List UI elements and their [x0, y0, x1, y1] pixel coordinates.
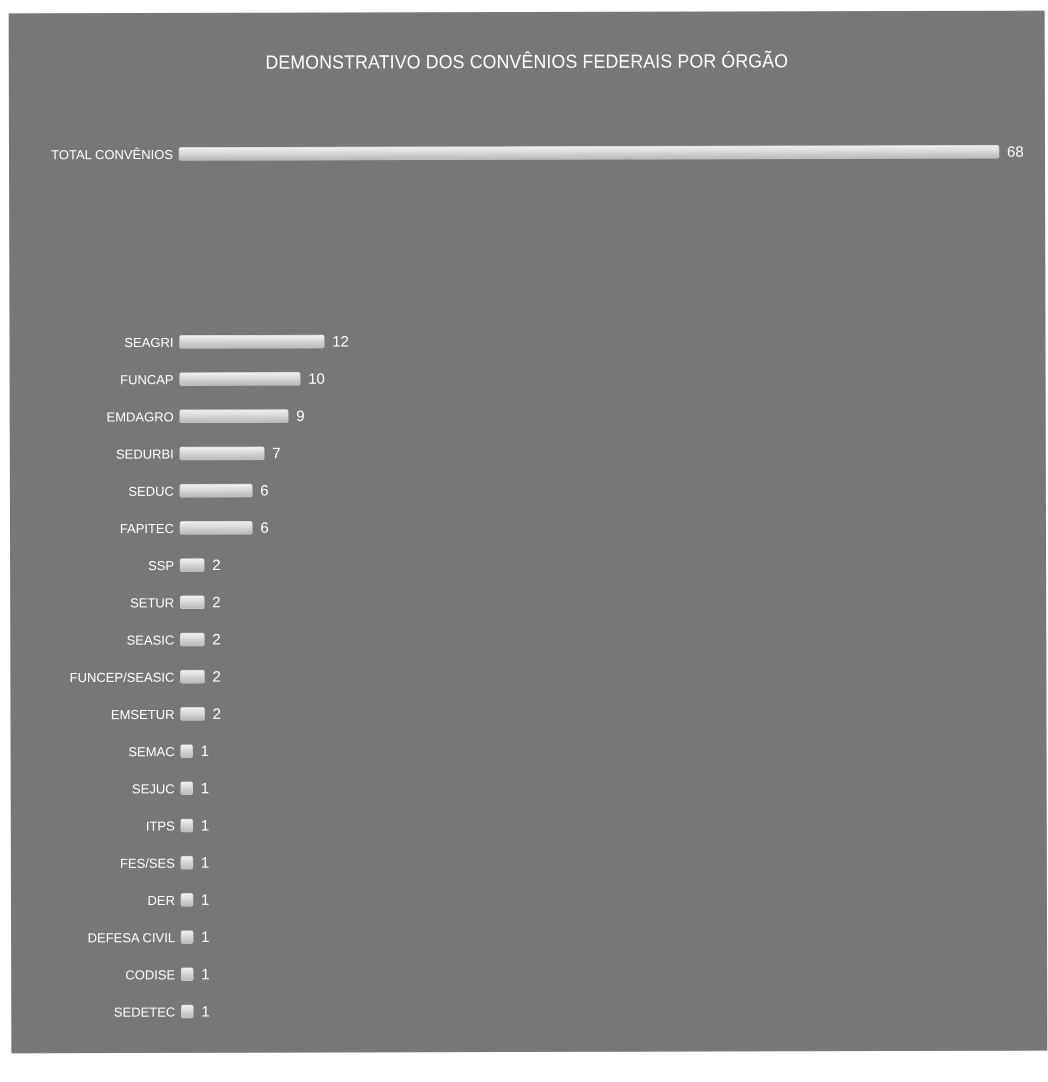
category-label: ITPS: [146, 819, 175, 834]
value-label: 10: [308, 371, 325, 388]
bar: [180, 855, 194, 870]
bar: [179, 372, 301, 386]
category-label: EMDAGRO: [107, 409, 174, 424]
value-label: 12: [332, 333, 349, 350]
bar: [180, 930, 194, 944]
category-label: FAPITEC: [120, 521, 174, 536]
bar: [180, 781, 193, 796]
category-label: DER: [147, 893, 174, 908]
value-label: 1: [201, 855, 209, 872]
bar: [179, 446, 265, 461]
value-label: 6: [260, 520, 268, 537]
value-label: 2: [212, 557, 220, 574]
bar: [180, 967, 194, 982]
bar: [180, 818, 194, 833]
bar: [179, 409, 289, 424]
value-label: 2: [212, 669, 220, 686]
value-label: 1: [201, 892, 209, 909]
value-label: 1: [201, 966, 209, 983]
value-label: 2: [213, 706, 221, 723]
category-label: DEFESA CIVIL: [88, 930, 175, 945]
value-label: 2: [212, 631, 220, 648]
category-label: FUNCEP/SEASIC: [70, 670, 175, 685]
value-label: 7: [272, 445, 280, 462]
category-label: FUNCAP: [120, 372, 173, 387]
bar: [180, 1004, 194, 1019]
bar: [180, 707, 205, 721]
category-label: SEDURBI: [116, 447, 174, 462]
category-label: SEAGRI: [124, 335, 173, 350]
chart-panel: DEMONSTRATIVO DOS CONVÊNIOS FEDERAIS POR…: [8, 10, 1048, 1054]
value-label: 1: [201, 1003, 209, 1020]
category-label: SEDETEC: [114, 1005, 175, 1020]
value-label: 9: [296, 408, 304, 425]
value-label: 1: [201, 780, 209, 797]
bar: [180, 744, 193, 758]
bar: [179, 595, 205, 610]
bar: [180, 893, 194, 907]
category-label: FES/SES: [120, 856, 175, 871]
value-label: 6: [260, 482, 268, 499]
bar: [179, 558, 205, 572]
category-label: SEJUC: [132, 781, 175, 796]
bar: [179, 520, 253, 535]
value-label: 1: [201, 817, 209, 834]
bar: [179, 334, 325, 349]
bar: [179, 483, 253, 498]
category-label: SEASIC: [127, 633, 175, 648]
category-label: SEDUC: [128, 484, 174, 499]
category-label: TOTAL CONVÊNIOS: [51, 147, 173, 162]
category-label: SETUR: [130, 595, 174, 610]
category-label: SEMAC: [128, 744, 174, 759]
bar: [180, 632, 205, 647]
category-label: CODISE: [125, 967, 175, 982]
value-label: 1: [201, 743, 209, 760]
bar: [180, 669, 205, 684]
value-label: 1: [201, 929, 209, 946]
value-label: 68: [1007, 144, 1024, 161]
category-label: SSP: [148, 558, 174, 573]
value-label: 2: [212, 594, 220, 611]
category-label: EMSETUR: [111, 707, 175, 722]
bar: [178, 145, 1000, 161]
